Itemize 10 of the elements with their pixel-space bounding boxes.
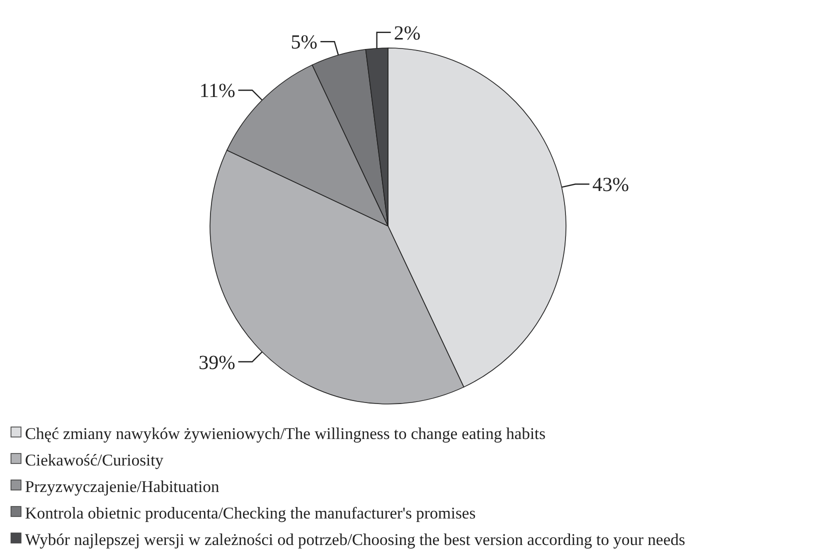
data-label: 2% [394, 22, 420, 44]
data-label: 39% [198, 352, 236, 374]
legend-label: Ciekawość/Curiosity [25, 450, 164, 470]
data-label: 11% [199, 80, 236, 102]
legend-label: Wybór najlepszej wersji w zależności od potrzeb/Choosing the best version according to your needs [25, 530, 686, 549]
legend-label: Przyzwyczajenie/Habituation [25, 476, 220, 496]
data-label: 43% [592, 174, 630, 196]
legend-label: Chęć zmiany nawyków żywieniowych/The willingness to change eating habits [25, 424, 546, 443]
data-label: 5% [290, 32, 318, 54]
legend-label: Kontrola obietnic producenta/Checking the manufacturer's promises [25, 503, 476, 522]
